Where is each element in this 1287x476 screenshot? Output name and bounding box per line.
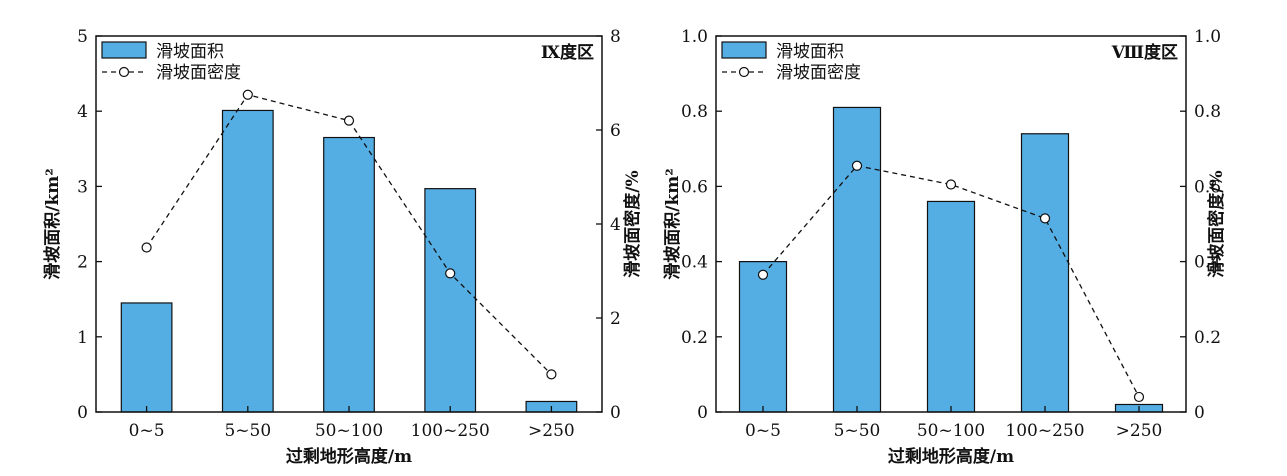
density-point-4 (1039, 213, 1051, 224)
x-tick-label: >250 (1116, 421, 1163, 441)
density-point-5 (546, 369, 557, 380)
x-tick-label: 100~250 (411, 421, 490, 441)
left-tick-label: 5 (77, 27, 88, 47)
bar-3 (323, 136, 375, 413)
left-tick-label: 0.8 (681, 102, 708, 122)
x-tick-label: 0~5 (745, 421, 781, 441)
region-label: Ⅷ度区 (1111, 42, 1178, 63)
bar-4 (1020, 133, 1070, 413)
x-axis-title: 过剩地形高度/m (286, 446, 412, 467)
y-axis-title-left: 滑坡面积/km² (662, 168, 683, 279)
y-axis-title-right: 滑坡面密度/% (1206, 170, 1227, 277)
bar-2 (221, 109, 274, 413)
legend-label-area: 滑坡面积 (776, 42, 844, 62)
density-point-3 (343, 115, 355, 126)
bar-2 (832, 106, 882, 413)
left-tick-label: 4 (77, 102, 88, 122)
region-label: Ⅸ度区 (541, 42, 594, 63)
x-tick-label: 0~5 (129, 421, 165, 441)
legend-label-density: 滑坡面密度 (776, 63, 861, 83)
legend-swatch-bar (721, 41, 767, 59)
left-tick-label: 0.2 (681, 328, 708, 348)
x-tick-label: 5~50 (834, 421, 881, 441)
density-line (762, 165, 1140, 398)
density-point-1 (141, 242, 152, 253)
right-tick-label: 1.0 (1194, 27, 1221, 47)
left-tick-label: 0 (697, 403, 708, 423)
bar-1 (738, 261, 788, 413)
x-tick-label: 100~250 (1005, 421, 1084, 441)
right-tick-label: 4 (610, 215, 621, 235)
right-tick-label: 0 (1194, 403, 1205, 423)
right-tick-label: 8 (610, 27, 621, 47)
density-point-4 (445, 268, 456, 279)
left-tick-label: 1 (77, 328, 88, 348)
legend-swatch-marker (738, 66, 750, 78)
y-axis-title-left: 滑坡面积/km² (42, 168, 63, 279)
right-tick-label: 0.2 (1194, 328, 1221, 348)
density-point-2 (242, 89, 253, 100)
density-point-3 (945, 179, 957, 190)
legend-label-area: 滑坡面积 (156, 42, 224, 62)
bar-3 (926, 200, 976, 413)
left-tick-label: 3 (77, 177, 88, 197)
left-tick-label: 0.4 (681, 253, 708, 273)
x-axis-title: 过剩地形高度/m (888, 446, 1014, 467)
bar-1 (120, 302, 173, 413)
right-tick-label: 6 (610, 121, 621, 141)
legend-label-density: 滑坡面密度 (156, 63, 241, 83)
density-point-1 (757, 269, 769, 280)
right-tick-label: 0.4 (1194, 253, 1221, 273)
right-tick-label: 0.6 (1194, 177, 1221, 197)
density-point-2 (851, 160, 863, 171)
left-tick-label: 1.0 (681, 27, 708, 47)
legend-swatch-marker (118, 66, 130, 78)
left-tick-label: 0 (77, 403, 88, 423)
x-tick-label: 5~50 (224, 421, 271, 441)
right-tick-label: 0.8 (1194, 102, 1221, 122)
right-tick-label: 2 (610, 309, 621, 329)
x-tick-label: 50~100 (917, 421, 985, 441)
left-tick-label: 2 (77, 253, 88, 273)
y-axis-title-right: 滑坡面密度/% (622, 170, 643, 277)
bar-4 (424, 188, 477, 413)
x-tick-label: >250 (528, 421, 575, 441)
x-tick-label: 50~100 (315, 421, 383, 441)
chart-panel-1: 0 1 2 3 4 5 0 2 4 6 8 0~5 5~50 50~100 100~250 >250 过剩地形高… (42, 27, 643, 467)
right-tick-label: 0 (610, 403, 621, 423)
legend-swatch-bar (101, 41, 147, 59)
chart-panel-2: 0 0.2 0.4 0.6 0.8 1.0 0 0.2 0.4 0.6 0.8 1.0 0~5 5~50 5… (662, 27, 1227, 467)
density-point-5 (1133, 391, 1145, 403)
left-tick-label: 0.6 (681, 177, 708, 197)
